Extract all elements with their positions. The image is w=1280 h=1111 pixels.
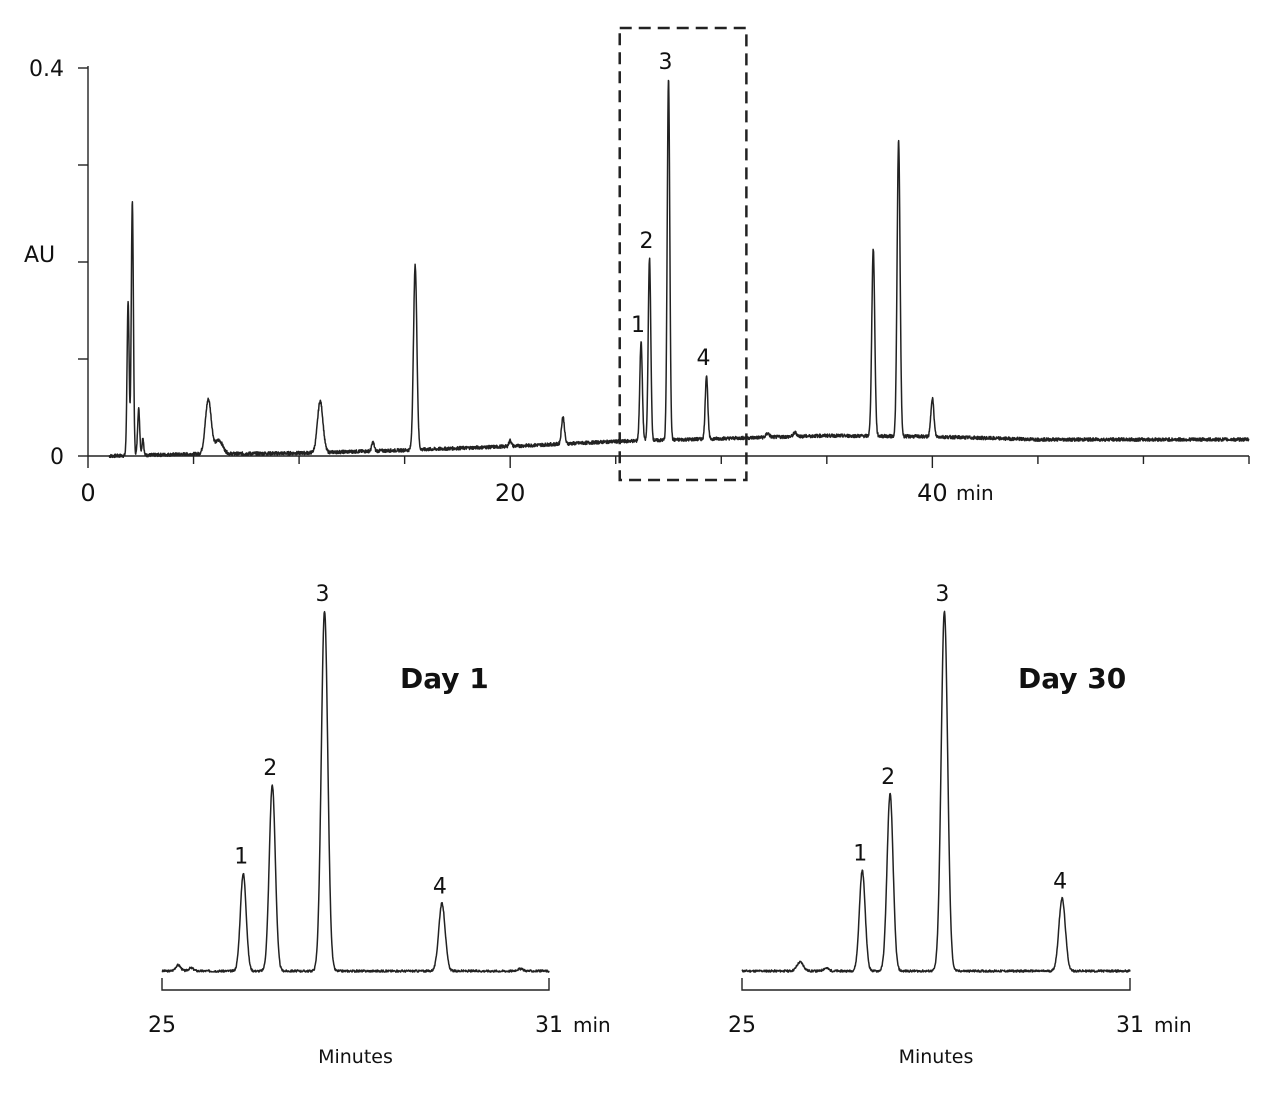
x-tick-label: 0 <box>80 479 95 507</box>
y-tick-label: 0 <box>50 445 64 470</box>
peak-label: 2 <box>263 756 277 781</box>
peak-labels: 1 2 3 4 <box>631 50 710 371</box>
panel-title: Day 1 <box>400 662 489 695</box>
peak-label: 4 <box>1053 869 1067 894</box>
panel-day-1: 25 31 min Minutes Day 1 1 2 3 4 <box>148 582 611 1068</box>
x-axis-label: Minutes <box>318 1046 393 1068</box>
peak-label: 1 <box>631 313 645 338</box>
x-axis-ticks: 0 20 40 <box>80 456 1250 507</box>
x-axis-unit: min <box>573 1013 611 1037</box>
x-tick-label: 25 <box>728 1013 756 1038</box>
y-axis-ticks: 00.4 <box>29 57 88 470</box>
peak-label: 2 <box>640 229 654 254</box>
x-axis-unit: min <box>1154 1013 1192 1037</box>
peak-label: 3 <box>659 50 673 75</box>
x-axis-label: Minutes <box>899 1046 974 1068</box>
x-tick-label: 40 <box>917 479 948 507</box>
trace-full-run <box>108 79 1250 459</box>
trace-day-30 <box>741 610 1131 973</box>
peak-label: 3 <box>316 582 330 607</box>
x-axis-line <box>741 978 1131 991</box>
x-axis-unit: min <box>956 481 994 505</box>
peak-label: 2 <box>881 765 895 790</box>
zoom-region-box <box>618 26 748 482</box>
peak-label: 1 <box>853 842 867 867</box>
y-axis-label: AU <box>24 243 55 268</box>
x-tick-label: 31 <box>535 1013 563 1038</box>
panel-title: Day 30 <box>1018 662 1126 695</box>
peak-labels: 1 2 3 4 <box>853 582 1067 894</box>
panel-day-30: 25 31 min Minutes Day 30 1 2 3 4 <box>728 582 1192 1068</box>
peak-label: 4 <box>696 346 710 371</box>
trace-day-1 <box>161 610 550 973</box>
x-tick-label: 31 <box>1116 1013 1144 1038</box>
x-axis-line <box>161 978 550 991</box>
peak-labels: 1 2 3 4 <box>234 582 447 899</box>
y-tick-label: 0.4 <box>29 57 64 82</box>
x-tick-label: 20 <box>495 479 526 507</box>
peak-label: 4 <box>433 874 447 899</box>
peak-label: 3 <box>935 582 949 607</box>
x-tick-label: 25 <box>148 1013 176 1038</box>
peak-label: 1 <box>234 845 248 870</box>
